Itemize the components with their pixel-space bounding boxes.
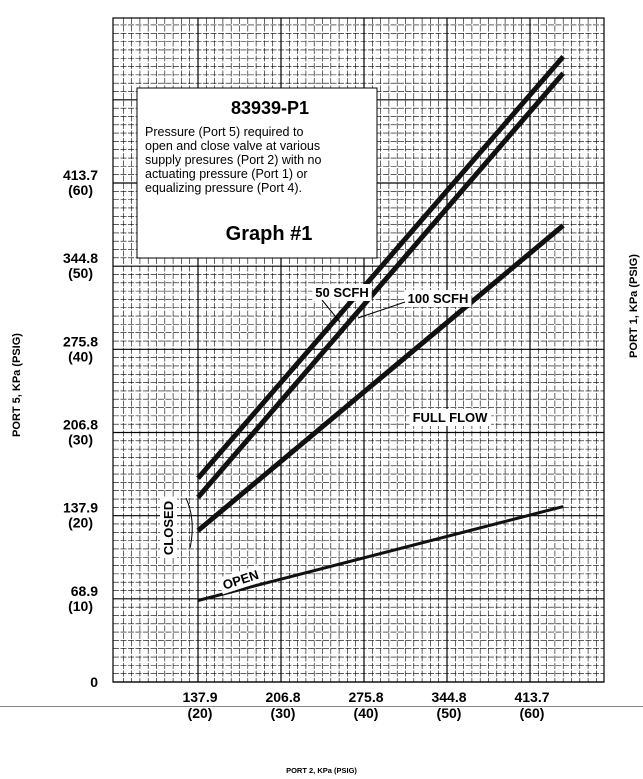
y-tick-label-psig: (30) (68, 432, 93, 448)
annotation-100-scfh: 100 SCFH (408, 291, 469, 306)
closed-brace (185, 497, 193, 549)
description-line-4: actuating pressure (Port 1) or (145, 167, 308, 181)
y-tick-label-kpa: 344.8 (63, 250, 98, 266)
graph-label: Graph #1 (226, 223, 313, 245)
annotation-full-flow-backdrop (409, 409, 492, 426)
annotation-100-scfh-backdrop (404, 290, 472, 307)
annotation-closed: CLOSED (161, 501, 176, 555)
chart-series (196, 54, 566, 602)
leader-50-scfh (321, 299, 341, 323)
y-tick-label-psig: (20) (68, 515, 93, 531)
x-tick-label-psig: (60) (520, 705, 545, 721)
x-tick-label-kpa: 206.8 (265, 689, 300, 705)
description-line-2: open and close valve at various (145, 139, 320, 153)
annotation-full-flow: FULL FLOW (413, 410, 489, 425)
y-tick-label-psig: (60) (68, 182, 93, 198)
annotation-50-scfh: 50 SCFH (315, 285, 368, 300)
series-line-100-scfh (196, 71, 566, 500)
annotation-full-flow-group: FULL FLOW (409, 409, 492, 426)
series-line-full-flow (196, 223, 565, 533)
annotation-50-scfh-group: 50 SCFH (312, 284, 372, 301)
x-tick-label-psig: (20) (188, 705, 213, 721)
leader-100-scfh (357, 301, 406, 319)
y-tick-label-psig: (50) (68, 265, 93, 281)
bottom-divider (0, 706, 643, 707)
description-line-5: equalizing pressure (Port 4). (145, 181, 302, 195)
x-tick-label-psig: (50) (437, 705, 462, 721)
plot-frame (112, 17, 605, 683)
series-line-open (197, 505, 564, 602)
annotation-open-backdrop (217, 565, 264, 595)
y-tick-label-kpa: 206.8 (63, 417, 98, 433)
annotation-closed-backdrop (160, 497, 177, 559)
y-tick-label-kpa: 68.9 (71, 583, 98, 599)
series-line-50-scfh (196, 54, 566, 480)
y-tick-label-kpa: 275.8 (63, 333, 98, 349)
x-tick-label-psig: (30) (271, 705, 296, 721)
y-tick-label-psig: (10) (68, 598, 93, 614)
y-tick-label-kpa: 137.9 (63, 500, 98, 516)
annotation-50-scfh-backdrop (312, 284, 372, 301)
x-axis-title: PORT 2, KPa (PSIG) (286, 766, 357, 775)
annotation-closed-group: CLOSED (160, 497, 177, 559)
chart-title: 83939-P1 (231, 98, 309, 118)
info-box: 83939-P1 Pressure (Port 5) required to o… (136, 87, 378, 259)
description-line-3: supply presures (Port 2) with no (145, 153, 322, 167)
x-tick-label-psig: (40) (354, 705, 379, 721)
x-tick-label-kpa: 413.7 (514, 689, 549, 705)
y-tick-label-kpa: 413.7 (63, 167, 98, 183)
x-tick-label-kpa: 137.9 (182, 689, 217, 705)
x-tick-label-kpa: 275.8 (348, 689, 383, 705)
annotation-100-scfh-group: 100 SCFH (404, 290, 472, 307)
info-box-background (136, 87, 378, 259)
y-axis-title: PORT 5, KPa (PSIG) (11, 333, 23, 437)
x-tick-label-kpa: 344.8 (431, 689, 466, 705)
y-tick-label-psig: (40) (68, 348, 93, 364)
y-axis-title-right: PORT 1, KPa (PSIG) (628, 254, 640, 358)
y-tick-label-kpa: 0 (90, 674, 98, 690)
description-line-1: Pressure (Port 5) required to (145, 125, 303, 139)
